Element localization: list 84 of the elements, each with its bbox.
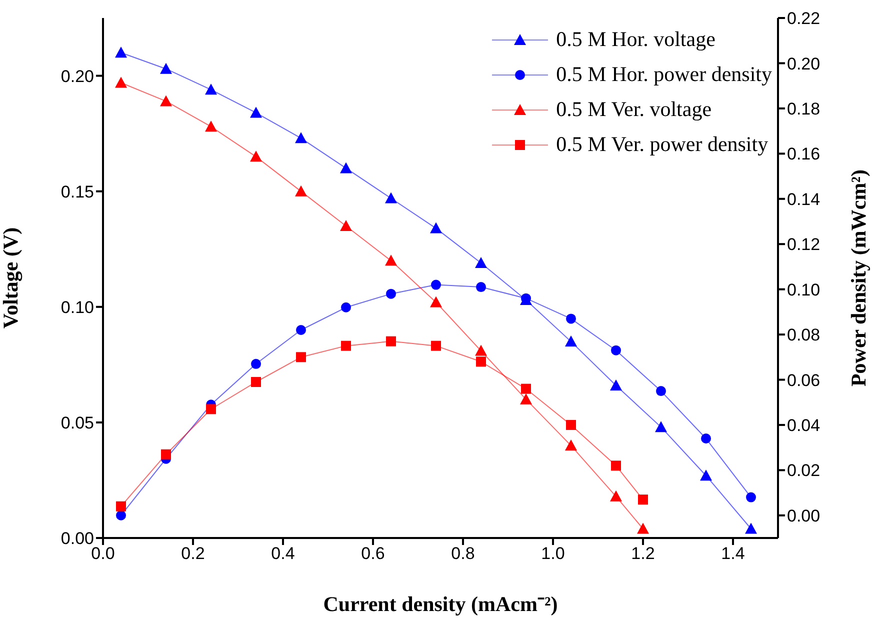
point bbox=[296, 325, 306, 335]
point bbox=[341, 302, 351, 312]
point bbox=[610, 490, 622, 502]
point bbox=[115, 76, 127, 88]
y2-tick-label: 0.22 bbox=[787, 9, 820, 28]
point bbox=[205, 120, 217, 132]
point bbox=[745, 522, 757, 534]
y-tick-label: 0.05 bbox=[60, 413, 94, 432]
point bbox=[430, 222, 442, 234]
x-tick-label: 1.0 bbox=[541, 544, 565, 564]
point bbox=[430, 296, 442, 308]
point bbox=[655, 421, 667, 432]
point bbox=[701, 434, 711, 444]
point bbox=[116, 510, 126, 520]
point bbox=[521, 384, 531, 394]
point bbox=[565, 440, 577, 451]
point bbox=[637, 522, 649, 534]
point bbox=[340, 220, 352, 231]
y2-axis-title: Power density (mWcm²) bbox=[846, 169, 870, 387]
point bbox=[295, 185, 307, 196]
point bbox=[475, 344, 487, 356]
point bbox=[160, 62, 172, 74]
point bbox=[386, 336, 396, 346]
point bbox=[161, 449, 171, 460]
y-tick-label: 0.20 bbox=[60, 66, 94, 86]
point bbox=[385, 192, 397, 204]
point bbox=[656, 386, 666, 396]
point bbox=[250, 106, 262, 118]
point bbox=[610, 379, 622, 390]
y-tick-label: 0.15 bbox=[60, 182, 94, 202]
point bbox=[385, 254, 397, 266]
point bbox=[340, 162, 352, 174]
y2-tick-label: 0.04 bbox=[787, 416, 820, 435]
y2-tick-label: 0.14 bbox=[787, 190, 820, 209]
point bbox=[206, 404, 216, 414]
y2-tick-label: 0.00 bbox=[787, 506, 820, 526]
point bbox=[700, 470, 712, 481]
legend-label: 0.5 M Ver. voltage bbox=[556, 96, 712, 123]
point bbox=[116, 501, 126, 512]
y-tick-label: 0.10 bbox=[60, 298, 94, 317]
point bbox=[565, 336, 577, 347]
x-tick-label: 0.2 bbox=[181, 544, 205, 564]
point bbox=[566, 420, 576, 430]
legend-label: 0.5 M Hor. voltage bbox=[556, 26, 716, 53]
point bbox=[115, 46, 127, 58]
x-tick-label: 0.0 bbox=[91, 544, 115, 564]
point bbox=[638, 494, 648, 505]
x-tick-label: 0.8 bbox=[451, 544, 475, 564]
y2-tick-label: 0.16 bbox=[787, 144, 820, 164]
y2-tick-label: 0.20 bbox=[787, 54, 820, 74]
point bbox=[431, 340, 441, 351]
y2-tick-label: 0.06 bbox=[787, 370, 820, 390]
point bbox=[386, 288, 396, 299]
point bbox=[296, 352, 306, 362]
point bbox=[611, 460, 621, 471]
point bbox=[205, 84, 217, 95]
y2-tick-label: 0.10 bbox=[787, 280, 820, 300]
x-tick-label: 0.4 bbox=[271, 544, 295, 564]
point bbox=[476, 282, 486, 292]
point bbox=[476, 356, 486, 367]
y2-tick-label: 0.08 bbox=[787, 326, 820, 345]
point bbox=[341, 340, 351, 351]
point bbox=[746, 492, 756, 502]
point bbox=[251, 358, 261, 369]
y-tick-label: 0.00 bbox=[60, 529, 94, 548]
point bbox=[431, 280, 441, 290]
point bbox=[295, 132, 307, 144]
x-tick-label: 1.4 bbox=[721, 544, 745, 564]
y2-tick-label: 0.02 bbox=[787, 461, 820, 480]
point bbox=[250, 150, 262, 162]
point bbox=[611, 345, 621, 356]
x-tick-label: 1.2 bbox=[631, 544, 655, 564]
point bbox=[566, 314, 576, 324]
y-axis-title: Voltage (V) bbox=[0, 227, 22, 329]
x-tick-label: 0.6 bbox=[361, 544, 385, 564]
x-axis-title: Current density (mAcm⁻²) bbox=[323, 592, 558, 616]
point bbox=[520, 393, 532, 404]
legend-label: 0.5 M Ver. power density bbox=[556, 131, 768, 158]
legend-label: 0.5 M Hor. power density bbox=[556, 61, 772, 88]
point bbox=[160, 95, 172, 106]
point bbox=[251, 377, 261, 387]
y2-tick-label: 0.12 bbox=[787, 235, 820, 254]
point bbox=[475, 256, 487, 268]
y2-tick-label: 0.18 bbox=[787, 99, 820, 118]
